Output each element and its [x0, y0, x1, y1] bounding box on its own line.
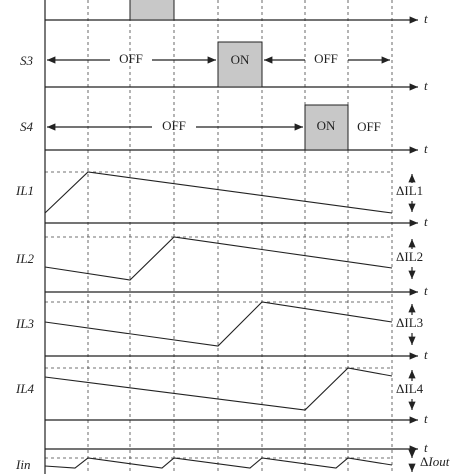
- time-label: t: [424, 411, 428, 426]
- waveform: [44, 457, 393, 469]
- time-labels: t t t t t t t t: [424, 11, 428, 455]
- on-pulse: [129, 0, 175, 21]
- signal-label: Iin: [15, 457, 30, 472]
- waveform: [44, 367, 393, 411]
- time-label: t: [424, 440, 428, 455]
- ripple-label: ΔIL3: [396, 315, 423, 330]
- signal-label: S3: [20, 53, 34, 68]
- level-grid: [45, 171, 392, 459]
- ripple-label: ΔIL1: [396, 183, 423, 198]
- time-axes: [45, 16, 418, 453]
- signal-label: S4: [20, 119, 34, 134]
- state-label: OFF: [162, 118, 186, 133]
- state-label: OFF: [357, 119, 381, 134]
- time-label: t: [424, 283, 428, 298]
- state-label: ON: [231, 52, 250, 67]
- state-label: ON: [317, 118, 336, 133]
- signal-label: IL4: [15, 381, 35, 396]
- state-label: OFF: [314, 51, 338, 66]
- ripple-annotations: ΔIL1 ΔIL2 ΔIL3 ΔIL4 ΔIout: [396, 174, 450, 472]
- signal-label: IL3: [15, 316, 35, 331]
- time-label: t: [424, 78, 428, 93]
- time-label: t: [424, 11, 428, 26]
- ripple-label: ΔIL2: [396, 249, 423, 264]
- on-pulse: [304, 104, 349, 151]
- waveform: [44, 301, 393, 347]
- on-pulse: [217, 41, 263, 88]
- time-label: t: [424, 347, 428, 362]
- waveform: [44, 236, 393, 281]
- signal-label: IL2: [15, 251, 35, 266]
- time-label: t: [424, 141, 428, 156]
- waveform: [44, 171, 393, 214]
- ripple-label: ΔIL4: [396, 381, 424, 396]
- signal-label: IL1: [15, 183, 34, 198]
- time-label: t: [424, 214, 428, 229]
- ripple-label: ΔIout: [420, 454, 450, 469]
- state-label: OFF: [119, 51, 143, 66]
